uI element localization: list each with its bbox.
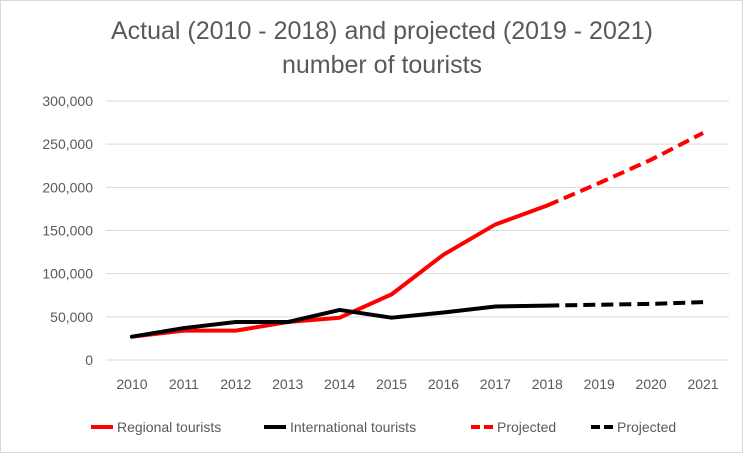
x-tick-label: 2014	[324, 376, 355, 392]
gridlines	[106, 101, 729, 360]
y-tick-label: 150,000	[42, 223, 93, 239]
series-lines	[132, 133, 703, 337]
x-axis-ticks: 2010 2011 2012 2013 2014 2015 2016 2017 2018 2019…	[116, 376, 718, 392]
x-tick-label: 2017	[480, 376, 511, 392]
x-tick-label: 2011	[169, 376, 199, 392]
x-tick-label: 2015	[376, 376, 407, 392]
legend-label: International tourists	[290, 419, 416, 435]
x-tick-label: 2012	[220, 376, 251, 392]
y-tick-label: 0	[85, 352, 93, 368]
legend-label: Regional tourists	[117, 419, 221, 435]
y-tick-label: 50,000	[50, 309, 93, 325]
x-tick-label: 2020	[636, 376, 667, 392]
y-tick-label: 250,000	[42, 136, 93, 152]
x-tick-label: 2019	[584, 376, 615, 392]
legend: Regional tourists International tourists P…	[91, 419, 676, 435]
chart-title-line-2: number of tourists	[282, 51, 482, 79]
chart-title-line-1: Actual (2010 - 2018) and projected (2019…	[111, 17, 653, 45]
x-tick-label: 2013	[272, 376, 303, 392]
x-tick-label: 2016	[428, 376, 459, 392]
y-tick-label: 200,000	[42, 179, 93, 195]
legend-label: Projected	[617, 419, 676, 435]
y-tick-label: 100,000	[42, 266, 93, 282]
legend-label: Projected	[497, 419, 556, 435]
x-tick-label: 2010	[116, 376, 147, 392]
y-axis-ticks: 0 50,000 100,000 150,000 200,000 250,000 300,0…	[42, 93, 93, 368]
series-line-4	[547, 302, 703, 305]
x-tick-label: 2018	[532, 376, 563, 392]
x-tick-label: 2021	[687, 376, 718, 392]
y-tick-label: 300,000	[42, 93, 93, 109]
